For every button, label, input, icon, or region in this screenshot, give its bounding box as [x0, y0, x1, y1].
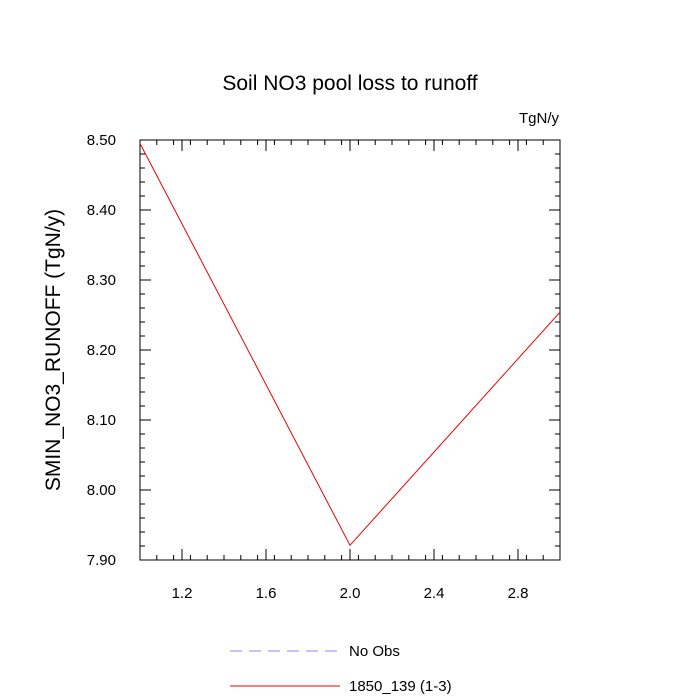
- y-axis-label: SMIN_NO3_RUNOFF (TgN/y): [42, 209, 65, 491]
- legend-label-2: 1850_139 (1-3): [349, 678, 452, 695]
- series-group: [139, 143, 561, 547]
- x-tick-label: 2.4: [424, 585, 445, 602]
- chart-title: Soil NO3 pool loss to runoff: [222, 72, 477, 95]
- y-tick-label: 8.10: [87, 412, 116, 429]
- y-tick-label: 8.30: [87, 272, 116, 289]
- legend-label-1: No Obs: [349, 643, 400, 660]
- y-tick-label: 7.90: [87, 552, 116, 569]
- units-label: TgN/y: [519, 110, 560, 127]
- y-tick-label: 8.40: [87, 202, 116, 219]
- x-tick-label: 1.2: [172, 585, 193, 602]
- y-tick-label: 8.50: [87, 132, 116, 149]
- y-tick-label: 8.00: [87, 482, 116, 499]
- plot-frame: [139, 139, 561, 561]
- x-tick-label: 2.8: [508, 585, 529, 602]
- axes: 1.2 1.6 2.0 2.4 2.8 7.90 8.00 8.10 8.20 8.30 8.40 8…: [87, 132, 561, 602]
- x-tick-label: 1.6: [256, 585, 277, 602]
- y-tick-label: 8.20: [87, 342, 116, 359]
- x-tick-label: 2.0: [340, 585, 361, 602]
- series-line-2: [139, 143, 561, 547]
- legend: No Obs 1850_139 (1-3): [230, 643, 452, 695]
